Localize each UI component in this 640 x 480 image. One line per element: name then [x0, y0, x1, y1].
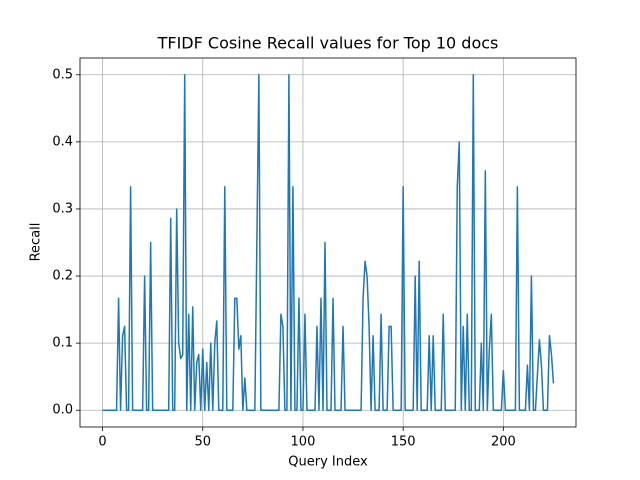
y-tick-label: 0.2 [52, 269, 73, 284]
y-tick-label: 0.0 [52, 403, 73, 418]
y-axis-label: Recall [29, 223, 44, 262]
x-tick-label: 150 [391, 435, 416, 450]
x-tick-label: 50 [194, 435, 211, 450]
y-tick-label: 0.1 [52, 336, 73, 351]
chart-title: TFIDF Cosine Recall values for Top 10 do… [157, 34, 499, 53]
x-tick-label: 0 [98, 435, 106, 450]
y-tick-label: 0.4 [52, 134, 73, 149]
data-line [102, 74, 555, 411]
plot-frame [79, 57, 577, 428]
y-tick-label: 0.3 [52, 201, 73, 216]
y-tick-label: 0.5 [52, 67, 73, 82]
x-axis-label: Query Index [288, 455, 368, 470]
x-tick-label: 100 [291, 435, 316, 450]
x-tick-label: 200 [491, 435, 516, 450]
